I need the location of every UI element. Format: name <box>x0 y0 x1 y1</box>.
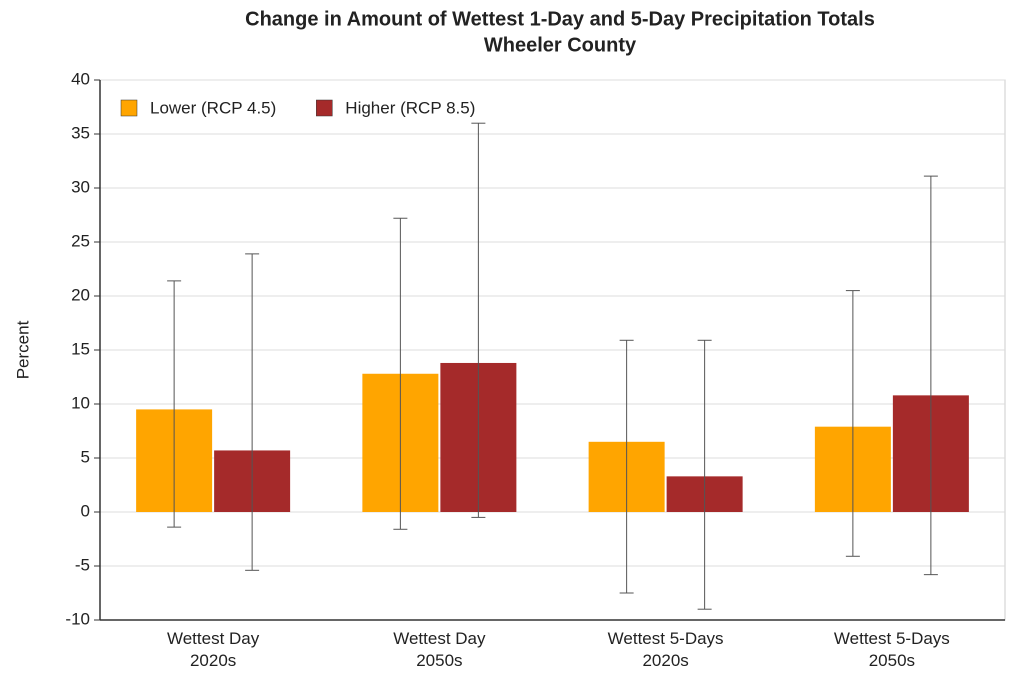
chart-subtitle: Wheeler County <box>484 34 637 56</box>
x-tick-label: Wettest Day 2020s <box>167 629 260 670</box>
x-tick-label-line: 2020s <box>642 651 688 670</box>
y-tick-label: 15 <box>71 339 90 358</box>
y-tick-label: 5 <box>81 447 90 466</box>
x-tick-label-line: 2020s <box>190 651 236 670</box>
legend-swatch <box>316 99 333 117</box>
x-tick-label-line: Wettest 5-Days <box>834 629 950 648</box>
y-tick-label: 20 <box>71 285 90 304</box>
legend-label: Lower (RCP 4.5) <box>150 98 276 117</box>
y-tick-label: -10 <box>65 609 90 628</box>
x-tick-label-line: Wettest Day <box>393 629 486 648</box>
chart-title: Change in Amount of Wettest 1-Day and 5-… <box>245 8 875 30</box>
x-tick-label-line: Wettest 5-Days <box>608 629 724 648</box>
x-tick-label: Wettest 5-Days 2050s <box>834 629 950 670</box>
y-tick-label: 10 <box>71 393 90 412</box>
x-tick-label: Wettest Day 2050s <box>393 629 486 670</box>
y-tick-label: 40 <box>71 69 90 88</box>
x-tick-label-line: 2050s <box>416 651 462 670</box>
y-tick-label: 0 <box>81 501 90 520</box>
y-tick-label: -5 <box>75 555 90 574</box>
y-axis-label: Percent <box>13 320 32 379</box>
y-tick-label: 30 <box>71 177 90 196</box>
legend-label: Higher (RCP 8.5) <box>345 98 475 117</box>
y-tick-label: 35 <box>71 123 90 142</box>
x-tick-label-line: 2050s <box>869 651 915 670</box>
y-tick-label: 25 <box>71 231 90 250</box>
x-tick-label: Wettest 5-Days 2020s <box>608 629 724 670</box>
legend-swatch <box>120 99 138 117</box>
x-tick-label-line: Wettest Day <box>167 629 260 648</box>
